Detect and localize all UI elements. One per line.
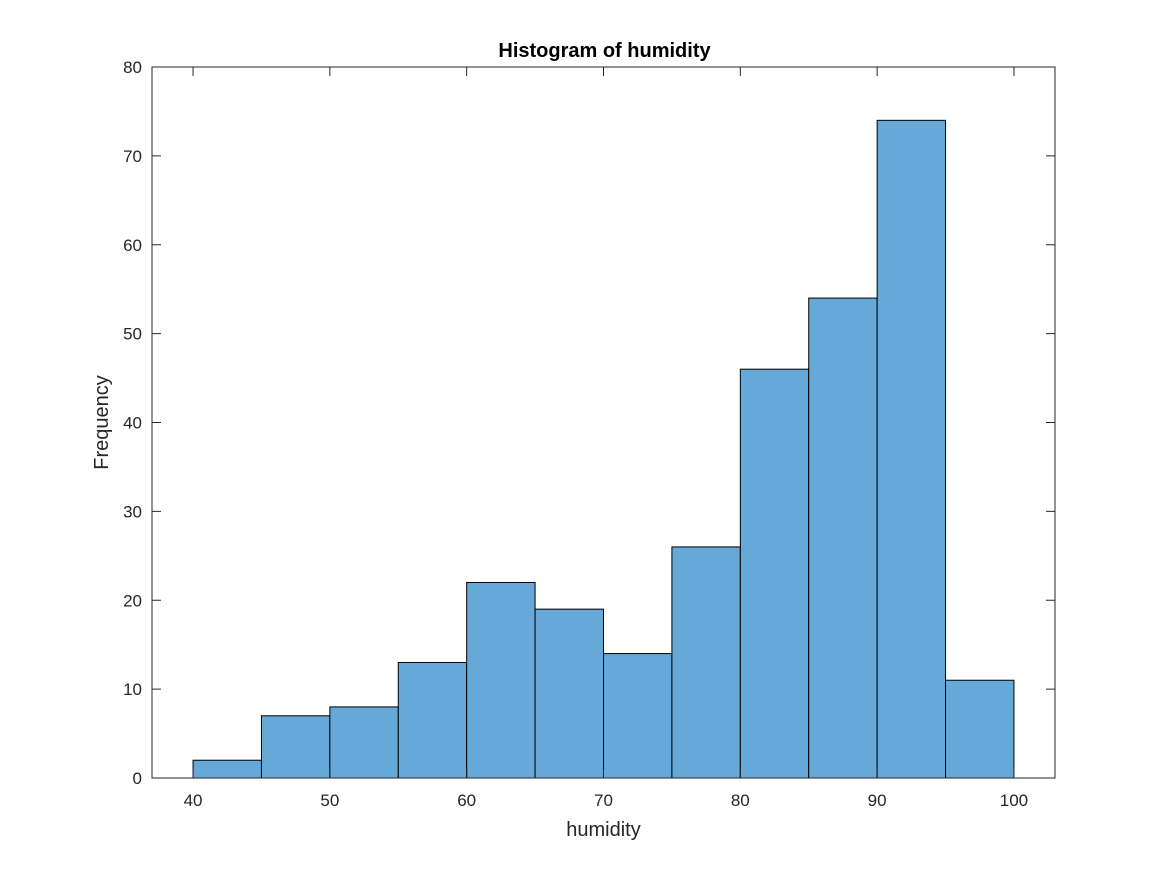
histogram-bar — [397, 661, 468, 779]
histogram-bar — [466, 581, 536, 779]
histogram-bar — [739, 368, 810, 779]
histogram-bar — [603, 653, 673, 779]
tick-labels-layer: 40 50 60 70 80 90 100 0 10 20 30 40 50 60 70 80 — [123, 58, 1028, 810]
histogram-bar — [671, 546, 741, 779]
y-tick-label: 0 — [133, 769, 142, 788]
ticks-layer — [152, 66, 1055, 779]
chart-title: Histogram of humidity — [498, 40, 711, 62]
x-tick-label: 60 — [457, 791, 476, 810]
y-tick-label: 80 — [123, 58, 142, 77]
x-tick-label: 100 — [1000, 791, 1028, 810]
histogram-bar — [534, 608, 604, 779]
y-tick-label: 50 — [123, 325, 142, 344]
x-tick-label: 70 — [594, 791, 613, 810]
y-tick-label: 30 — [123, 502, 142, 521]
y-tick-label: 40 — [123, 414, 142, 433]
y-tick-label: 60 — [123, 236, 142, 255]
x-tick-label: 40 — [184, 791, 203, 810]
y-tick-label: 20 — [123, 591, 142, 610]
histogram-bar — [876, 119, 947, 779]
histogram-bar — [192, 759, 262, 779]
x-tick-label: 80 — [731, 791, 750, 810]
y-tick-label: 70 — [123, 147, 142, 166]
x-tick-label: 90 — [868, 791, 887, 810]
x-axis-title: humidity — [566, 819, 640, 841]
y-axis-title: Frequency — [91, 375, 113, 470]
histogram-bar — [329, 706, 399, 779]
histogram-bar — [945, 679, 1015, 779]
bars-layer — [192, 119, 1015, 779]
x-tick-label: 50 — [320, 791, 339, 810]
y-tick-label: 10 — [123, 680, 142, 699]
histogram-bar — [808, 297, 878, 779]
histogram-bar — [260, 715, 331, 779]
